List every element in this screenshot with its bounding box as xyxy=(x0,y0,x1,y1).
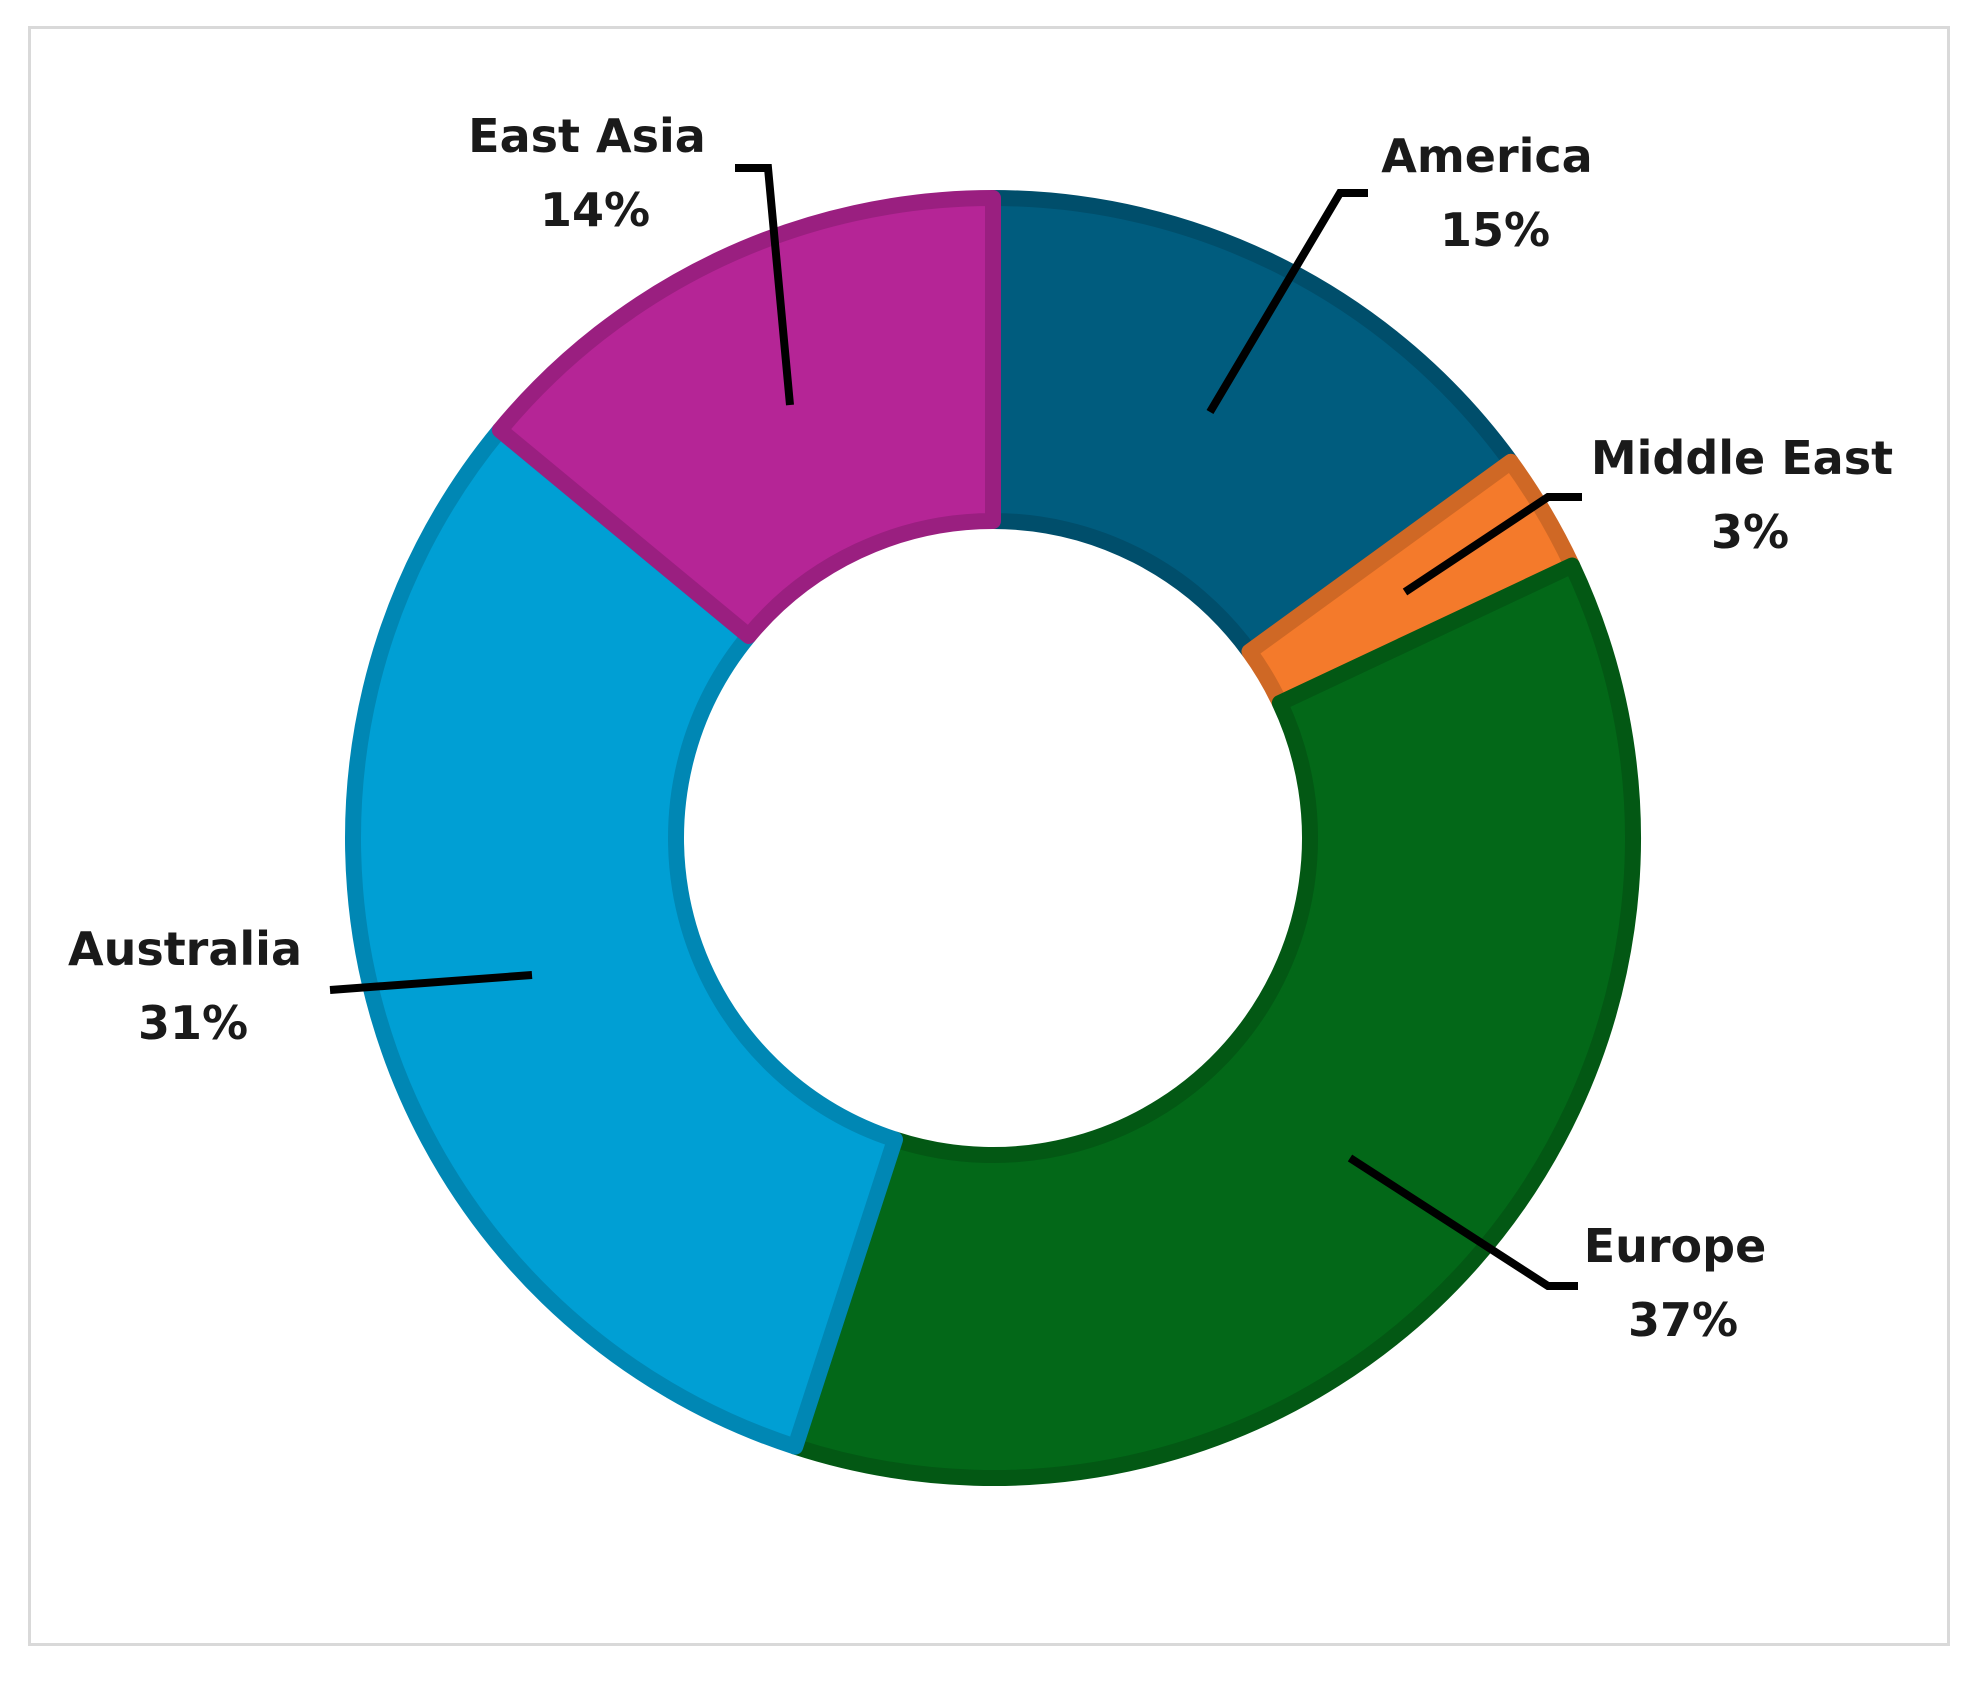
label-europe-value: 37% xyxy=(1628,1293,1738,1347)
label-europe-name: Europe xyxy=(1584,1219,1767,1273)
leader-line-east-asia xyxy=(735,164,794,406)
label-australia: Australia 31% xyxy=(68,922,318,1050)
label-east-asia: East Asia 14% xyxy=(468,109,722,237)
leader-line-europe xyxy=(1347,1154,1578,1290)
leader-line-america xyxy=(1206,189,1368,415)
slice-east-asia xyxy=(491,190,1001,644)
leader-lines-layer xyxy=(329,164,1582,1290)
slice-america xyxy=(985,190,1519,660)
label-australia-value: 31% xyxy=(138,996,248,1050)
leader-line-middle-east xyxy=(1402,493,1582,596)
label-middle-east-value: 3% xyxy=(1711,505,1789,559)
label-america-name: America xyxy=(1381,129,1593,183)
leader-line-australia xyxy=(329,971,533,994)
label-america: America 15% xyxy=(1381,129,1609,257)
label-middle-east: Middle East 3% xyxy=(1591,431,1909,559)
labels-layer: America 15% Middle East 3% Europe 37% Au… xyxy=(68,109,1909,1347)
label-middle-east-name: Middle East xyxy=(1591,431,1893,485)
slices-layer xyxy=(345,190,1641,1486)
label-australia-name: Australia xyxy=(68,922,302,976)
label-europe: Europe 37% xyxy=(1584,1219,1783,1347)
label-east-asia-name: East Asia xyxy=(468,109,706,163)
slice-europe xyxy=(787,557,1641,1486)
slice-australia xyxy=(345,422,904,1455)
label-america-value: 15% xyxy=(1440,203,1550,257)
label-east-asia-value: 14% xyxy=(540,183,650,237)
